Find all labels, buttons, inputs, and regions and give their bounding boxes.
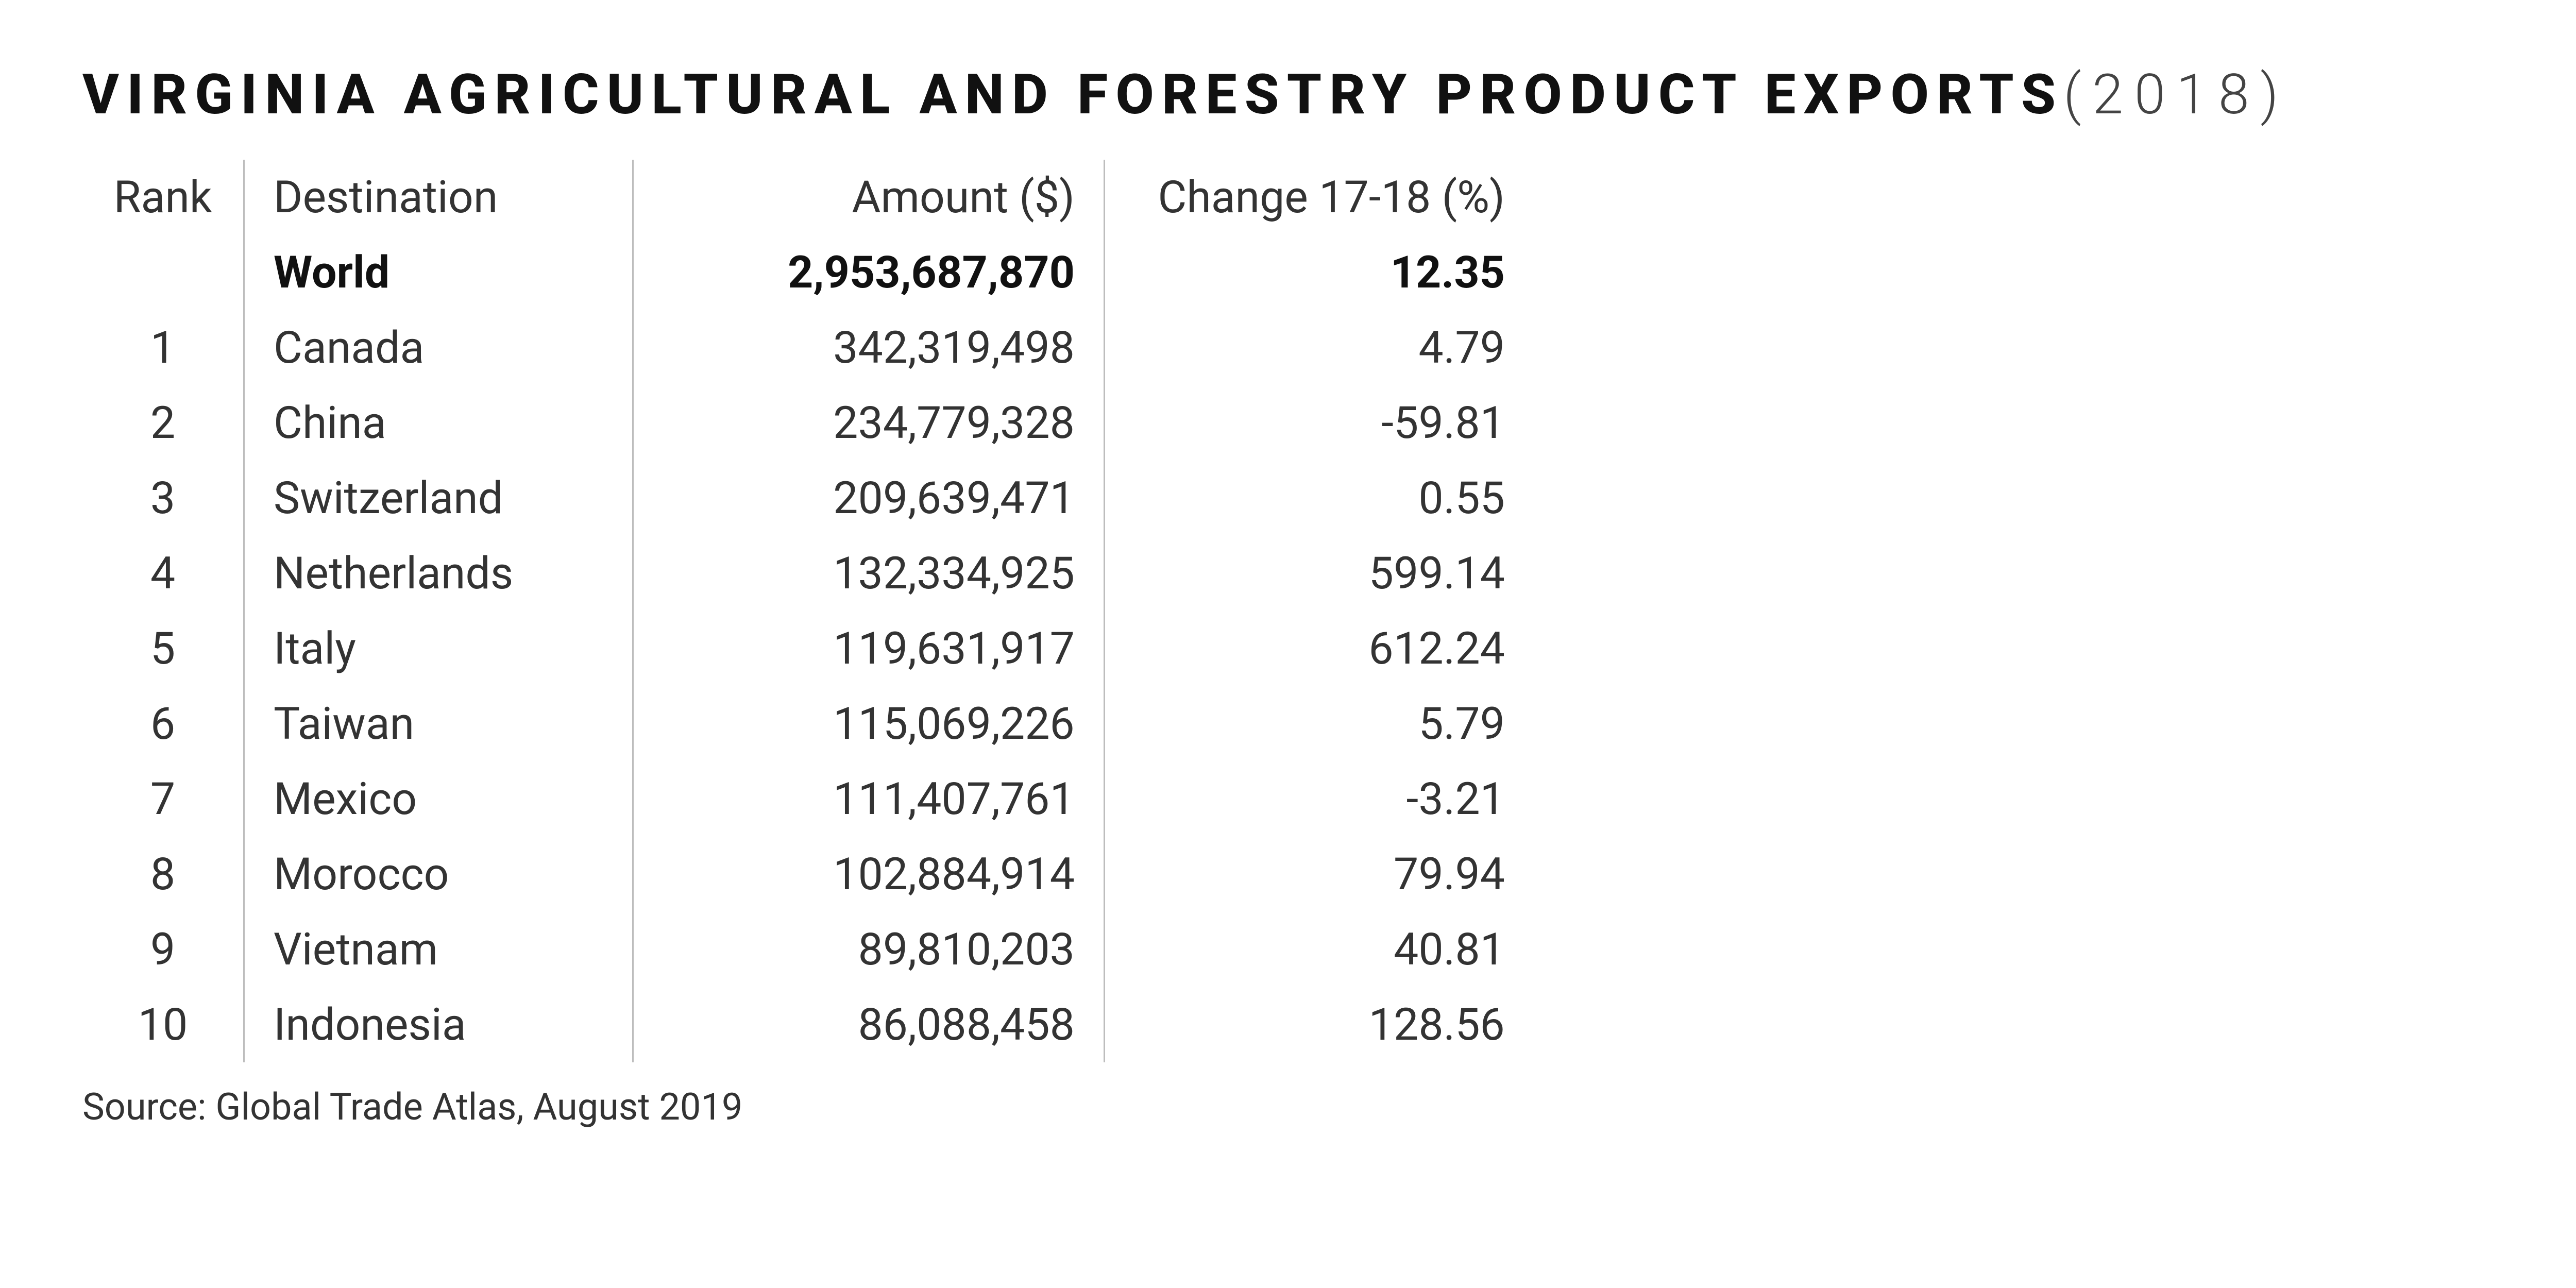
- cell-destination: World: [244, 235, 633, 310]
- col-header-change: Change 17-18 (%): [1105, 160, 1534, 235]
- source-line: Source: Global Trade Atlas, August 2019: [82, 1085, 2494, 1129]
- cell-destination: Morocco: [244, 837, 633, 912]
- cell-rank: 10: [82, 987, 244, 1062]
- cell-amount: 89,810,203: [633, 912, 1105, 987]
- table-row: 9Vietnam89,810,20340.81: [82, 912, 1534, 987]
- table-row: 5Italy119,631,917612.24: [82, 611, 1534, 686]
- exports-table: Rank Destination Amount ($) Change 17-18…: [82, 160, 1534, 1062]
- cell-rank: 3: [82, 461, 244, 536]
- cell-destination: Switzerland: [244, 461, 633, 536]
- exports-table-body: World 2,953,687,870 12.35 1Canada342,319…: [82, 235, 1534, 1062]
- table-row: 10Indonesia86,088,458128.56: [82, 987, 1534, 1062]
- cell-amount: 102,884,914: [633, 837, 1105, 912]
- cell-change: 599.14: [1105, 536, 1534, 611]
- cell-destination: Vietnam: [244, 912, 633, 987]
- export-table-page: VIRGINIA AGRICULTURAL AND FORESTRY PRODU…: [0, 0, 2576, 1288]
- cell-change: 12.35: [1105, 235, 1534, 310]
- cell-destination: Mexico: [244, 761, 633, 837]
- table-row: 3Switzerland209,639,4710.55: [82, 461, 1534, 536]
- cell-change: 40.81: [1105, 912, 1534, 987]
- cell-destination: China: [244, 385, 633, 461]
- cell-change: 4.79: [1105, 310, 1534, 385]
- cell-rank: [82, 235, 244, 310]
- cell-amount: 86,088,458: [633, 987, 1105, 1062]
- table-row: 7Mexico111,407,761-3.21: [82, 761, 1534, 837]
- col-header-rank: Rank: [82, 160, 244, 235]
- table-row: 4Netherlands132,334,925599.14: [82, 536, 1534, 611]
- cell-amount: 342,319,498: [633, 310, 1105, 385]
- cell-change: -3.21: [1105, 761, 1534, 837]
- cell-amount: 209,639,471: [633, 461, 1105, 536]
- table-row-world: World 2,953,687,870 12.35: [82, 235, 1534, 310]
- cell-destination: Taiwan: [244, 686, 633, 761]
- cell-change: 79.94: [1105, 837, 1534, 912]
- cell-destination: Indonesia: [244, 987, 633, 1062]
- table-header-row: Rank Destination Amount ($) Change 17-18…: [82, 160, 1534, 235]
- cell-destination: Netherlands: [244, 536, 633, 611]
- table-row: 8Morocco102,884,91479.94: [82, 837, 1534, 912]
- col-header-amount: Amount ($): [633, 160, 1105, 235]
- cell-amount: 132,334,925: [633, 536, 1105, 611]
- cell-amount: 111,407,761: [633, 761, 1105, 837]
- table-row: 2China234,779,328-59.81: [82, 385, 1534, 461]
- table-row: 1Canada342,319,4984.79: [82, 310, 1534, 385]
- title-main: VIRGINIA AGRICULTURAL AND FORESTRY PRODU…: [82, 62, 2063, 127]
- cell-rank: 1: [82, 310, 244, 385]
- cell-change: -59.81: [1105, 385, 1534, 461]
- cell-change: 128.56: [1105, 987, 1534, 1062]
- cell-destination: Italy: [244, 611, 633, 686]
- cell-rank: 4: [82, 536, 244, 611]
- cell-rank: 7: [82, 761, 244, 837]
- cell-rank: 2: [82, 385, 244, 461]
- cell-amount: 119,631,917: [633, 611, 1105, 686]
- table-row: 6Taiwan115,069,2265.79: [82, 686, 1534, 761]
- cell-amount: 115,069,226: [633, 686, 1105, 761]
- cell-amount: 2,953,687,870: [633, 235, 1105, 310]
- page-title: VIRGINIA AGRICULTURAL AND FORESTRY PRODU…: [82, 62, 2494, 129]
- cell-change: 0.55: [1105, 461, 1534, 536]
- cell-amount: 234,779,328: [633, 385, 1105, 461]
- cell-rank: 5: [82, 611, 244, 686]
- cell-destination: Canada: [244, 310, 633, 385]
- cell-rank: 6: [82, 686, 244, 761]
- cell-rank: 9: [82, 912, 244, 987]
- cell-change: 5.79: [1105, 686, 1534, 761]
- cell-rank: 8: [82, 837, 244, 912]
- cell-change: 612.24: [1105, 611, 1534, 686]
- col-header-destination: Destination: [244, 160, 633, 235]
- title-year: (2018): [2063, 62, 2290, 127]
